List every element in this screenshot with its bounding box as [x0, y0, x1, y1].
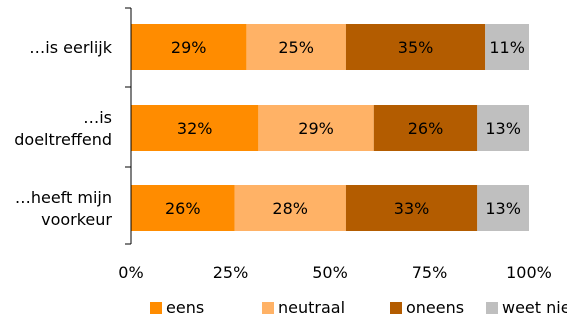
data-label: 28% [272, 199, 308, 218]
category-label: …heeft mijn voorkeur [15, 188, 113, 229]
bar-segment-neutraal-0 [246, 24, 346, 70]
data-label: 29% [298, 119, 334, 138]
data-label: 32% [177, 119, 213, 138]
data-label: 26% [165, 199, 201, 218]
bars-layer: 29% 25% 35% 11% 32% 29% 26% 13% 26% 28% 33% 13% [131, 24, 529, 231]
legend-label: neutraal [278, 298, 345, 317]
bar-segment-eens-1 [131, 105, 259, 151]
data-label: 11% [489, 38, 525, 57]
axes-layer: …is eerlijk …is doeltreffend …heeft mijn voo… [14, 7, 552, 282]
bar-segment-weet-niet-0 [485, 24, 529, 70]
data-label: 35% [398, 38, 434, 57]
legend-swatch [150, 302, 162, 314]
legend-swatch [262, 302, 274, 314]
bar-segment-eens-2 [131, 185, 235, 231]
data-label: 33% [394, 199, 430, 218]
bar-segment-oneens-1 [373, 105, 478, 151]
bar-segment-weet-niet-1 [477, 105, 529, 151]
category-label: …is eerlijk [29, 38, 112, 57]
legend: eens neutraal oneens weet niet [150, 298, 567, 317]
data-label: 13% [485, 199, 521, 218]
data-label: 26% [408, 119, 444, 138]
legend-label: eens [166, 298, 204, 317]
x-tick-label: 0% [118, 263, 143, 282]
x-tick-label: 50% [312, 263, 348, 282]
legend-label: weet niet [502, 298, 567, 317]
data-label: 13% [485, 119, 521, 138]
bar-segment-weet-niet-2 [477, 185, 529, 231]
data-label: 25% [278, 38, 314, 57]
bar-segment-oneens-0 [345, 24, 486, 70]
bar-segment-oneens-2 [345, 185, 478, 231]
x-tick-label: 75% [412, 263, 448, 282]
bar-segment-neutraal-1 [258, 105, 374, 151]
category-label: …is doeltreffend [14, 108, 112, 149]
bar-segment-eens-0 [131, 24, 247, 70]
x-tick-label: 100% [506, 263, 552, 282]
legend-label: oneens [406, 298, 464, 317]
data-label: 29% [171, 38, 207, 57]
x-tick-label: 25% [213, 263, 249, 282]
legend-swatch [486, 302, 498, 314]
legend-swatch [390, 302, 402, 314]
bar-segment-neutraal-2 [234, 185, 346, 231]
